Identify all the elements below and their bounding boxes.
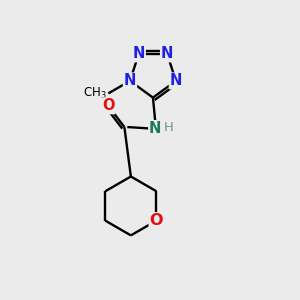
Text: N: N bbox=[161, 46, 173, 62]
Text: N: N bbox=[124, 74, 136, 88]
Text: O: O bbox=[150, 213, 163, 228]
Text: N: N bbox=[133, 46, 145, 62]
Text: N: N bbox=[170, 74, 182, 88]
Text: O: O bbox=[102, 98, 114, 113]
Text: N: N bbox=[149, 121, 161, 136]
Text: H: H bbox=[164, 121, 174, 134]
Text: CH$_3$: CH$_3$ bbox=[83, 86, 107, 101]
